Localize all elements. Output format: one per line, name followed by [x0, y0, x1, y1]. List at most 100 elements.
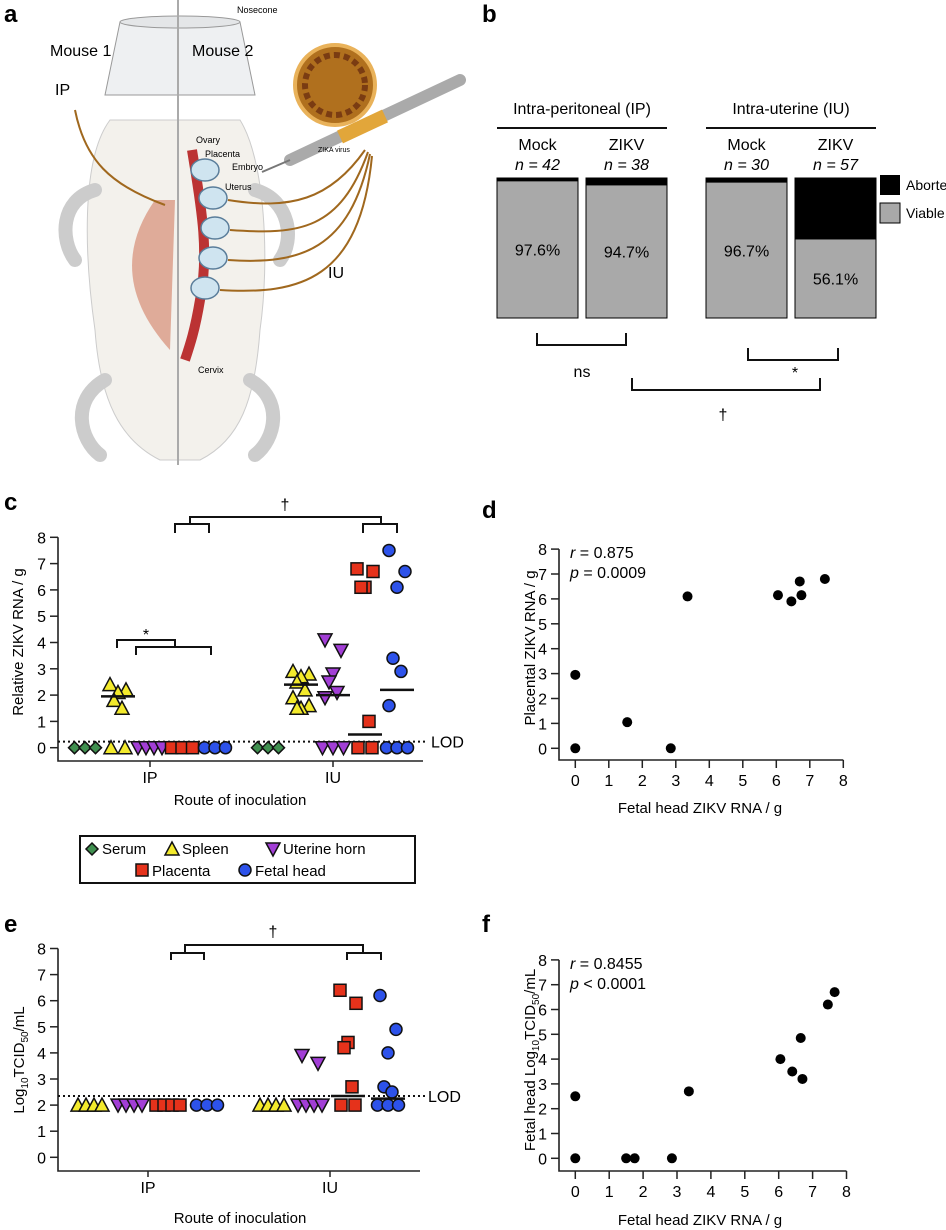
y-tick-label: 1 [538, 716, 547, 733]
f-stat-r: r = 0.8455 [570, 956, 643, 973]
legend-placenta: Placenta [152, 863, 211, 880]
placenta-point [354, 580, 368, 595]
data-point [570, 1091, 581, 1102]
bracket-dagger-c [174, 516, 398, 533]
bar-aborted [586, 178, 667, 186]
y-tick-label: 1 [37, 714, 46, 731]
y-tick-label: 0 [538, 741, 547, 758]
fetal-point [382, 698, 396, 713]
label-placenta: Placenta [205, 149, 240, 159]
uterine-point [324, 667, 342, 683]
category-n: n = 57 [813, 157, 859, 174]
placenta-point [366, 564, 380, 579]
legend-marker-uterine [264, 842, 282, 858]
f-xlabel: Fetal head ZIKV RNA / g [618, 1212, 782, 1229]
e-xlabel: Route of inoculation [174, 1210, 307, 1227]
nosecone-rim [119, 15, 241, 29]
uterine-point [328, 685, 346, 702]
uterine-point [335, 740, 352, 757]
label-cervix: Cervix [198, 365, 224, 375]
y-tick-label: 2 [37, 1098, 46, 1115]
category-n: n = 38 [604, 157, 649, 174]
legend-marker-placenta [135, 863, 149, 877]
legend-swatch-aborted [880, 175, 900, 195]
y-tick-label: 8 [538, 953, 547, 970]
x-tick-label: 6 [772, 773, 781, 790]
x-tick-label: 6 [774, 1184, 783, 1201]
panel-b-bar-chart: Intra-peritoneal (IP) Intra-uterine (IU)… [496, 101, 946, 424]
legend-swatch-viable [879, 202, 901, 224]
data-point [683, 1086, 694, 1097]
x-tick-label: 0 [571, 1184, 580, 1201]
y-tick-label: 6 [37, 994, 46, 1011]
c-ylabel: Relative ZIKV RNA / g [10, 568, 27, 716]
legend-marker-spleen [163, 840, 181, 856]
sig-star: * [792, 365, 798, 382]
placenta-point [333, 983, 347, 998]
legend-spleen: Spleen [182, 841, 229, 858]
serum-point [271, 740, 286, 755]
data-point [622, 717, 633, 728]
data-point [787, 1066, 798, 1077]
serum-point [250, 740, 265, 755]
viable-percent-label: 56.1% [813, 272, 858, 289]
y-tick-label: 8 [37, 530, 46, 547]
category-n: n = 42 [515, 157, 560, 174]
x-tick-label: 5 [738, 773, 747, 790]
data-point [682, 591, 693, 602]
data-point [795, 1033, 806, 1044]
bar-aborted [706, 178, 787, 183]
bracket-star-c [116, 639, 212, 655]
y-tick-label: 0 [37, 741, 46, 758]
y-tick-label: 7 [37, 968, 46, 985]
spleen-point [275, 1096, 293, 1112]
panel-a-illustration: Mouse 1 Mouse 2 IP IU Nosecone Ovary Pla… [50, 0, 466, 465]
d-xlabel: Fetal head ZIKV RNA / g [618, 800, 782, 817]
viable-percent-label: 97.6% [515, 243, 560, 260]
panel-f-scatter: 0 1 2 3 4 5 6 7 8 0 1 2 3 4 5 6 7 8 r = 0.8455 p < 0.0001… [522, 953, 851, 1229]
y-tick-label: 1 [37, 1124, 46, 1141]
panel-label-d: d [482, 497, 497, 524]
spleen-point [288, 699, 306, 715]
legend-uterine: Uterine horn [283, 841, 366, 858]
axes [57, 537, 423, 762]
legend-fetal: Fetal head [255, 863, 326, 880]
panel-e-strip-chart: 0 1 2 3 4 5 6 7 8 IP IU LOD † Log10TCID50/mL Route … [11, 924, 461, 1227]
y-tick-label: 3 [538, 1077, 547, 1094]
category-label: Mock [518, 137, 557, 154]
label-uterus: Uterus [225, 182, 252, 192]
uterine-point [320, 675, 338, 691]
y-tick-label: 6 [538, 1003, 547, 1020]
bar-viable [496, 177, 579, 319]
axes [57, 948, 420, 1172]
spleen-point [93, 1096, 111, 1112]
label-ip: IP [55, 82, 70, 99]
c-xlabel: Route of inoculation [174, 792, 307, 809]
spleen-point [105, 691, 123, 708]
label-mouse-2: Mouse 2 [192, 43, 253, 60]
d-ylabel: Placental ZIKV RNA / g [522, 570, 539, 725]
legend-label-aborted: Aborted [906, 177, 946, 193]
label-zika-virus: ZIKA virus [318, 147, 350, 154]
f-ylabel: Fetal head Log10TCID50/mL [522, 969, 542, 1151]
x-tick-label: 3 [671, 773, 680, 790]
panel-label-c: c [4, 489, 17, 516]
syringe-icon [261, 74, 466, 173]
label-mouse-1: Mouse 1 [50, 43, 111, 60]
placenta-point [349, 996, 363, 1011]
data-point [570, 743, 581, 754]
x-tick-label: 5 [740, 1184, 749, 1201]
uterine-point [316, 633, 334, 649]
ip-arrow [74, 109, 166, 206]
uterine-point [332, 643, 350, 659]
y-tick-label: 3 [37, 662, 46, 679]
x-tick-label: 0 [571, 773, 580, 790]
x-tick-label: 3 [673, 1184, 682, 1201]
spleen-point [102, 739, 120, 755]
uterine-point [316, 690, 334, 707]
axes [558, 959, 847, 1172]
spleen-point [284, 689, 302, 705]
uterine-point [314, 740, 331, 757]
lod-label: LOD [428, 1089, 461, 1106]
label-iu: IU [328, 265, 344, 282]
